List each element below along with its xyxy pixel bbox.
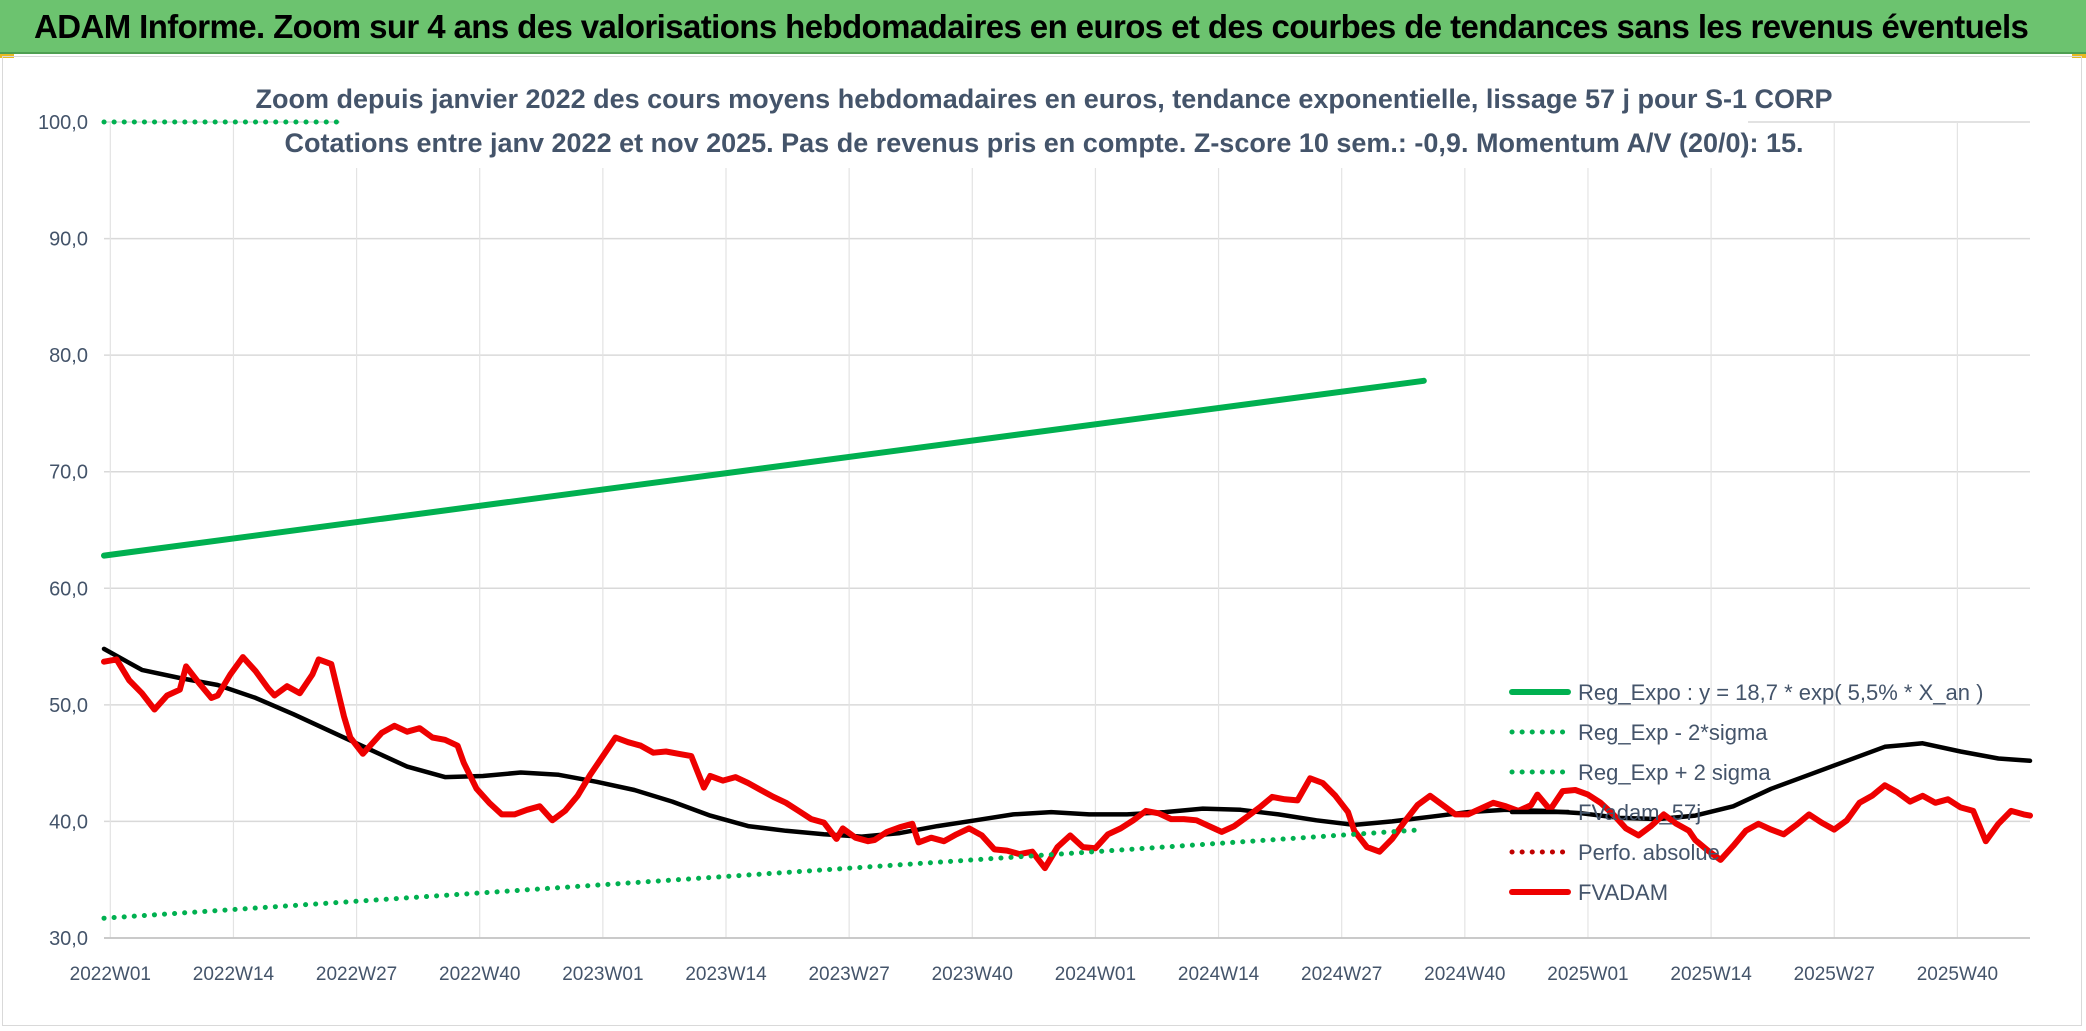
series-line-reg-expo-y-18-7-exp-5-5-x-an [101, 377, 1427, 559]
y-tick-label: 70,0 [49, 462, 88, 484]
legend-label: Reg_Exp - 2*sigma [1578, 720, 1768, 745]
x-tick-label: 2022W14 [193, 964, 275, 985]
x-tick-label: 2023W14 [685, 964, 767, 985]
y-tick-label: 50,0 [49, 695, 88, 717]
header-bar: ADAM Informe. Zoom sur 4 ans des valoris… [0, 0, 2086, 54]
legend-label: Reg_Exp + 2 sigma [1578, 760, 1771, 785]
x-tick-label: 2025W27 [1794, 964, 1875, 985]
x-tick-label: 2024W27 [1301, 964, 1382, 985]
x-tick-label: 2025W14 [1670, 964, 1752, 985]
y-tick-label: 60,0 [49, 578, 88, 600]
chart-subtitle: Zoom depuis janvier 2022 des cours moyen… [255, 74, 1833, 168]
x-tick-label: 2024W40 [1424, 964, 1505, 985]
series-line-fvadam-57j [101, 646, 2033, 839]
x-tick-label: 2025W40 [1917, 964, 1998, 985]
x-tick-label: 2022W01 [70, 964, 151, 985]
x-tick-label: 2022W27 [316, 964, 397, 985]
legend: Reg_Expo : y = 18,7 * exp( 5,5% * X_an )… [1509, 680, 1983, 905]
x-axis-ticks: 2022W01 2022W14 2022W27 2022W40 2023W01 2023W… [70, 964, 1998, 985]
x-tick-label: 2024W01 [1055, 964, 1136, 985]
x-tick-label: 2022W40 [439, 964, 520, 985]
subtitle-background [340, 74, 1748, 168]
legend-label: FVadam_57j [1578, 800, 1701, 825]
series-lines [101, 119, 2033, 921]
x-tick-label: 2023W01 [562, 964, 643, 985]
y-tick-label: 30,0 [49, 928, 88, 950]
y-tick-label: 100,0 [38, 112, 88, 134]
chart-frame [2, 56, 2082, 1026]
y-tick-label: 90,0 [49, 229, 88, 251]
series-line-fvadam [101, 654, 2033, 872]
legend-label: FVADAM [1578, 880, 1668, 905]
x-tick-label: 2023W40 [932, 964, 1013, 985]
y-tick-label: 80,0 [49, 345, 88, 367]
y-axis-ticks: 30,0 40,0 50,0 60,0 70,0 80,0 90,0 100,0 [38, 112, 88, 950]
subtitle-line-1: Zoom depuis janvier 2022 des cours moyen… [255, 84, 1832, 114]
legend-label: Perfo. absolue [1578, 840, 1720, 865]
y-tick-label: 40,0 [49, 811, 88, 833]
page-title: ADAM Informe. Zoom sur 4 ans des valoris… [34, 8, 2029, 45]
subtitle-line-2: Cotations entre janv 2022 et nov 2025. P… [284, 128, 1803, 158]
gridlines [104, 121, 2030, 939]
x-tick-label: 2023W27 [808, 964, 889, 985]
x-tick-label: 2025W01 [1547, 964, 1628, 985]
x-tick-label: 2024W14 [1178, 964, 1260, 985]
legend-label: Reg_Expo : y = 18,7 * exp( 5,5% * X_an ) [1578, 680, 1983, 705]
series-line-reg-exp-2-sigma [101, 827, 1427, 921]
